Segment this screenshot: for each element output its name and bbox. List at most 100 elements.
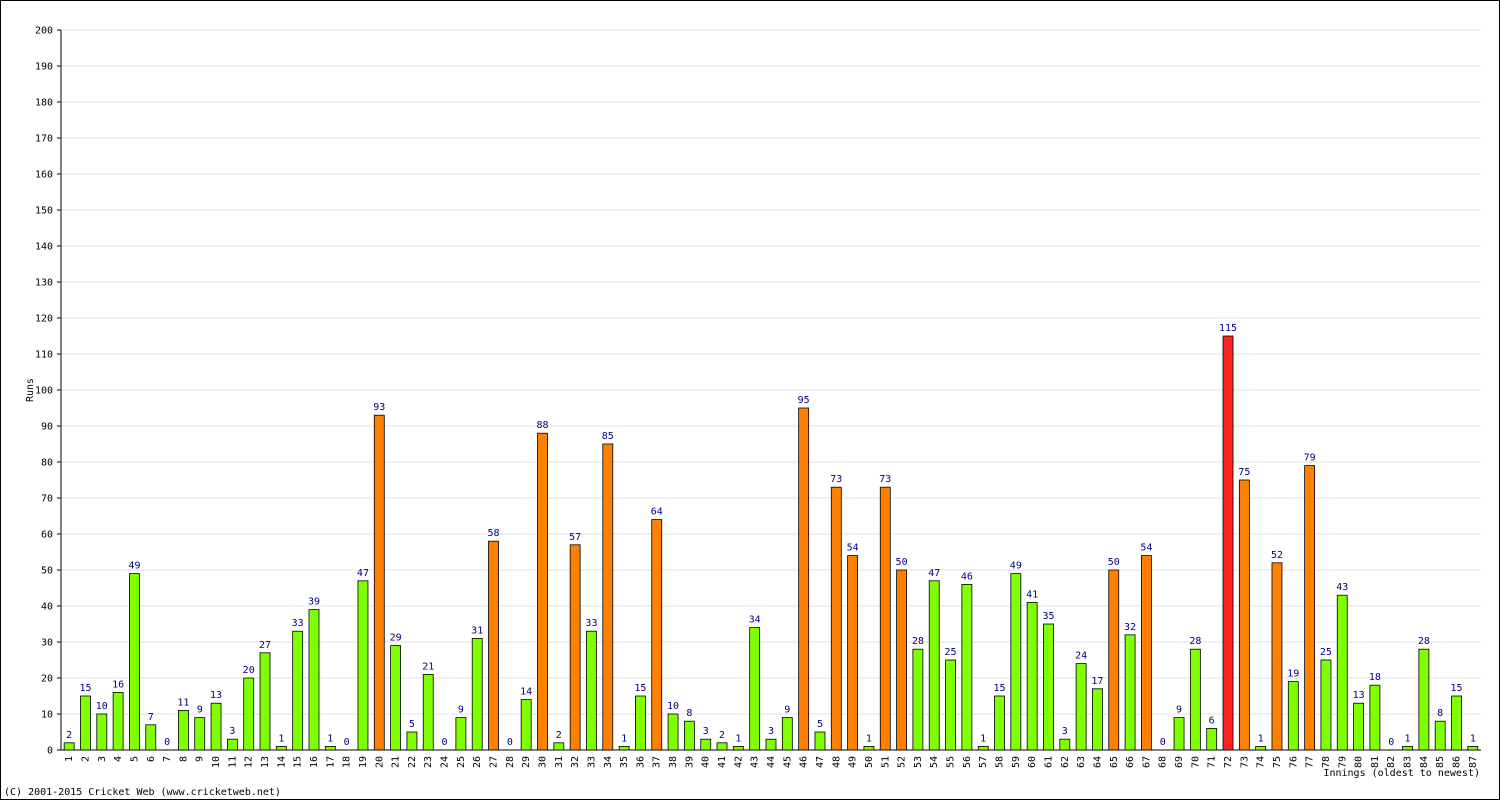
bar — [455, 717, 467, 751]
x-tick-label: 21 — [391, 756, 402, 768]
value-label: 33 — [585, 618, 597, 629]
bar — [324, 746, 336, 751]
x-tick-label: 66 — [1125, 756, 1136, 768]
value-label: 31 — [471, 625, 483, 636]
x-tick-label: 50 — [864, 756, 875, 768]
value-label: 39 — [308, 597, 320, 608]
bar — [471, 638, 483, 751]
x-tick-label: 15 — [293, 756, 304, 768]
bar — [1206, 728, 1218, 751]
x-tick-label: 81 — [1370, 756, 1381, 768]
bar — [194, 717, 206, 751]
y-tick-label: 10 — [41, 710, 53, 721]
y-axis-label: Runs — [25, 378, 36, 402]
x-tick-label: 77 — [1305, 756, 1316, 768]
y-tick-label: 150 — [35, 206, 53, 217]
bar — [210, 702, 222, 751]
value-label: 0 — [1388, 737, 1394, 748]
bar — [716, 742, 728, 751]
x-tick-label: 86 — [1452, 756, 1463, 768]
x-axis-label: Innings (oldest to newest) — [1323, 768, 1480, 779]
x-tick-label: 32 — [570, 756, 581, 768]
bar — [1059, 738, 1071, 751]
value-label: 3 — [1062, 726, 1068, 737]
y-tick-label: 110 — [35, 350, 53, 361]
x-tick-label: 87 — [1468, 756, 1479, 768]
x-tick-label: 65 — [1109, 756, 1120, 768]
x-tick-label: 14 — [276, 756, 287, 768]
y-tick-label: 120 — [35, 314, 53, 325]
bar — [178, 710, 189, 751]
x-tick-label: 18 — [342, 756, 353, 768]
x-tick-label: 22 — [407, 756, 418, 768]
y-tick-label: 180 — [35, 98, 53, 109]
value-label: 1 — [1405, 733, 1411, 744]
bar — [700, 738, 712, 751]
x-tick-label: 43 — [750, 756, 761, 768]
x-tick-label: 51 — [880, 756, 891, 768]
x-tick-label: 27 — [489, 756, 500, 768]
y-tick-label: 0 — [47, 746, 53, 757]
value-label: 15 — [634, 683, 646, 694]
bar — [1320, 659, 1332, 751]
x-tick-label: 72 — [1223, 756, 1234, 768]
x-tick-label: 44 — [766, 756, 777, 768]
bar — [830, 486, 842, 751]
bar — [635, 695, 646, 751]
x-tick-label: 8 — [178, 756, 189, 762]
value-label: 47 — [357, 568, 369, 579]
x-tick-label: 9 — [195, 756, 206, 762]
bar — [243, 677, 255, 751]
x-tick-label: 20 — [374, 756, 385, 768]
bar — [1255, 746, 1267, 751]
bar — [308, 609, 320, 751]
x-tick-label: 49 — [848, 756, 859, 768]
bar — [112, 692, 124, 751]
x-tick-label: 63 — [1076, 756, 1087, 768]
x-tick-label: 47 — [815, 756, 826, 768]
x-tick-label: 69 — [1174, 756, 1185, 768]
value-label: 1 — [327, 733, 333, 744]
bar — [569, 544, 581, 751]
value-label: 64 — [651, 507, 663, 518]
bar — [80, 695, 91, 751]
bar — [1304, 465, 1316, 751]
value-label: 2 — [556, 730, 562, 741]
x-tick-label: 46 — [799, 756, 810, 768]
y-tick-label: 80 — [41, 458, 53, 469]
bar — [1108, 569, 1120, 751]
value-label: 13 — [1353, 690, 1365, 701]
bar — [896, 569, 907, 751]
value-label: 1 — [621, 733, 627, 744]
bar — [226, 738, 238, 751]
bar — [275, 746, 287, 751]
x-tick-label: 82 — [1386, 756, 1397, 768]
x-tick-label: 16 — [309, 756, 320, 768]
bar — [732, 746, 744, 751]
x-tick-label: 25 — [456, 756, 467, 768]
value-label: 8 — [1437, 708, 1443, 719]
x-tick-label: 41 — [717, 756, 728, 768]
value-label: 9 — [197, 705, 203, 716]
value-label: 57 — [569, 532, 581, 543]
bar — [390, 645, 401, 751]
value-label: 15 — [79, 683, 91, 694]
bar — [814, 731, 826, 751]
value-label: 79 — [1304, 453, 1316, 464]
value-label: 49 — [1010, 561, 1022, 572]
value-label: 10 — [667, 701, 679, 712]
x-tick-label: 3 — [97, 756, 108, 762]
value-label: 47 — [928, 568, 940, 579]
value-label: 8 — [686, 708, 692, 719]
value-label: 9 — [784, 705, 790, 716]
value-label: 0 — [344, 737, 350, 748]
value-label: 1 — [1470, 733, 1476, 744]
value-label: 41 — [1026, 589, 1038, 600]
bar — [1026, 602, 1038, 751]
y-tick-label: 130 — [35, 278, 53, 289]
footer: (C) 2001-2015 Cricket Web (www.cricketwe… — [4, 787, 281, 798]
x-tick-label: 70 — [1190, 756, 1201, 768]
value-label: 49 — [128, 561, 140, 572]
value-label: 28 — [1189, 636, 1201, 647]
value-label: 18 — [1369, 672, 1381, 683]
